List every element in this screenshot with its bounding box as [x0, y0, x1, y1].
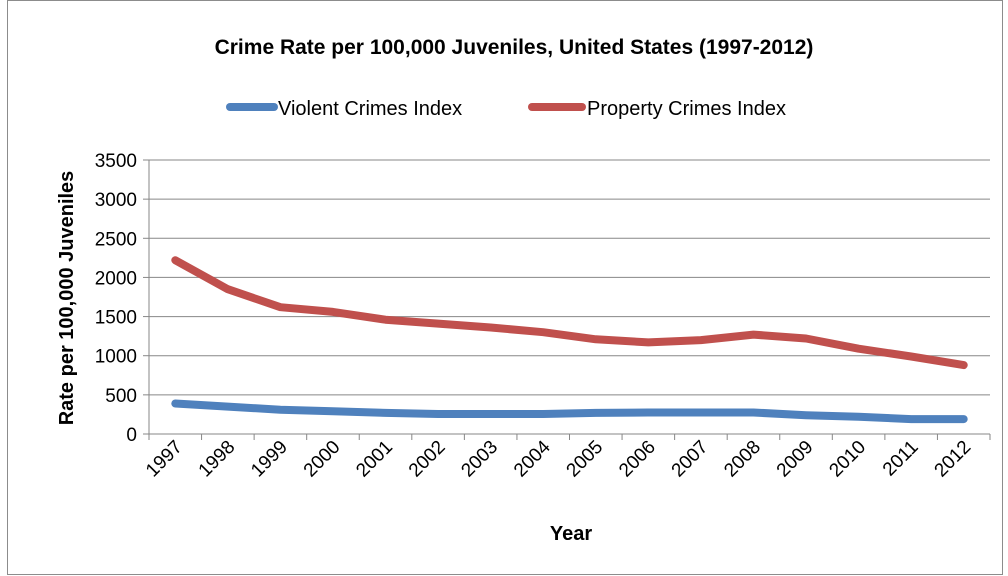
x-tick-label: 2009 [773, 437, 818, 482]
x-tick-label: 2007 [668, 437, 713, 482]
x-axis-title: Year [550, 523, 592, 545]
x-tick-label: 1999 [247, 437, 292, 482]
x-tick-label: 2003 [457, 437, 502, 482]
axes [148, 160, 991, 440]
y-tick-label: 2000 [95, 268, 137, 289]
series-line-1 [171, 256, 968, 370]
x-tick-label: 2004 [510, 436, 555, 481]
series-lines [171, 256, 968, 424]
x-tick-label: 1997 [142, 437, 187, 482]
chart-frame: Crime Rate per 100,000 Juveniles, United… [7, 0, 1003, 575]
legend-label-0: Violent Crimes Index [278, 98, 462, 120]
x-tick-label: 2000 [300, 437, 345, 482]
y-axis-tick-labels: 0 500 1000 1500 2000 2500 3000 3500 [95, 151, 137, 446]
gridlines [143, 159, 990, 435]
legend-label-1: Property Crimes Index [587, 98, 786, 120]
y-tick-label: 0 [126, 425, 137, 446]
y-axis-title: Rate per 100,000 Juveniles [56, 171, 78, 426]
legend: Violent Crimes Index Property Crimes Inde… [226, 98, 786, 120]
x-tick-label: 2001 [352, 437, 397, 482]
x-tick-label: 2012 [931, 437, 976, 482]
y-tick-label: 1000 [95, 347, 137, 368]
y-tick-label: 3500 [95, 151, 137, 172]
x-axis-tick-labels: 1997 1998 1999 2000 2001 2002 2003 2004 2005 2006… [142, 436, 975, 481]
y-tick-label: 2500 [95, 229, 137, 250]
x-tick-label: 2010 [825, 437, 870, 482]
y-tick-label: 3000 [95, 190, 137, 211]
y-tick-label: 500 [105, 386, 137, 407]
x-tick-label: 2005 [563, 437, 608, 482]
x-tick-label: 1998 [195, 437, 240, 482]
x-tick-label: 2008 [720, 437, 765, 482]
y-tick-label: 1500 [95, 308, 137, 329]
chart-title: Crime Rate per 100,000 Juveniles, United… [215, 36, 814, 59]
line-chart: Crime Rate per 100,000 Juveniles, United… [56, 36, 991, 545]
x-tick-label: 2002 [405, 437, 450, 482]
x-tick-label: 2011 [879, 437, 923, 481]
series-line-0 [171, 399, 968, 424]
x-tick-label: 2006 [615, 437, 660, 482]
